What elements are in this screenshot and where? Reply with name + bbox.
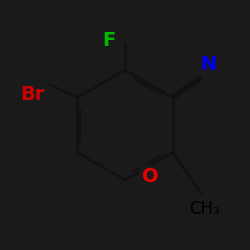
Text: CH₃: CH₃: [189, 200, 220, 218]
Text: Br: Br: [20, 86, 45, 104]
Text: N: N: [200, 56, 216, 74]
Text: O: O: [142, 167, 158, 186]
Text: F: F: [102, 31, 116, 50]
